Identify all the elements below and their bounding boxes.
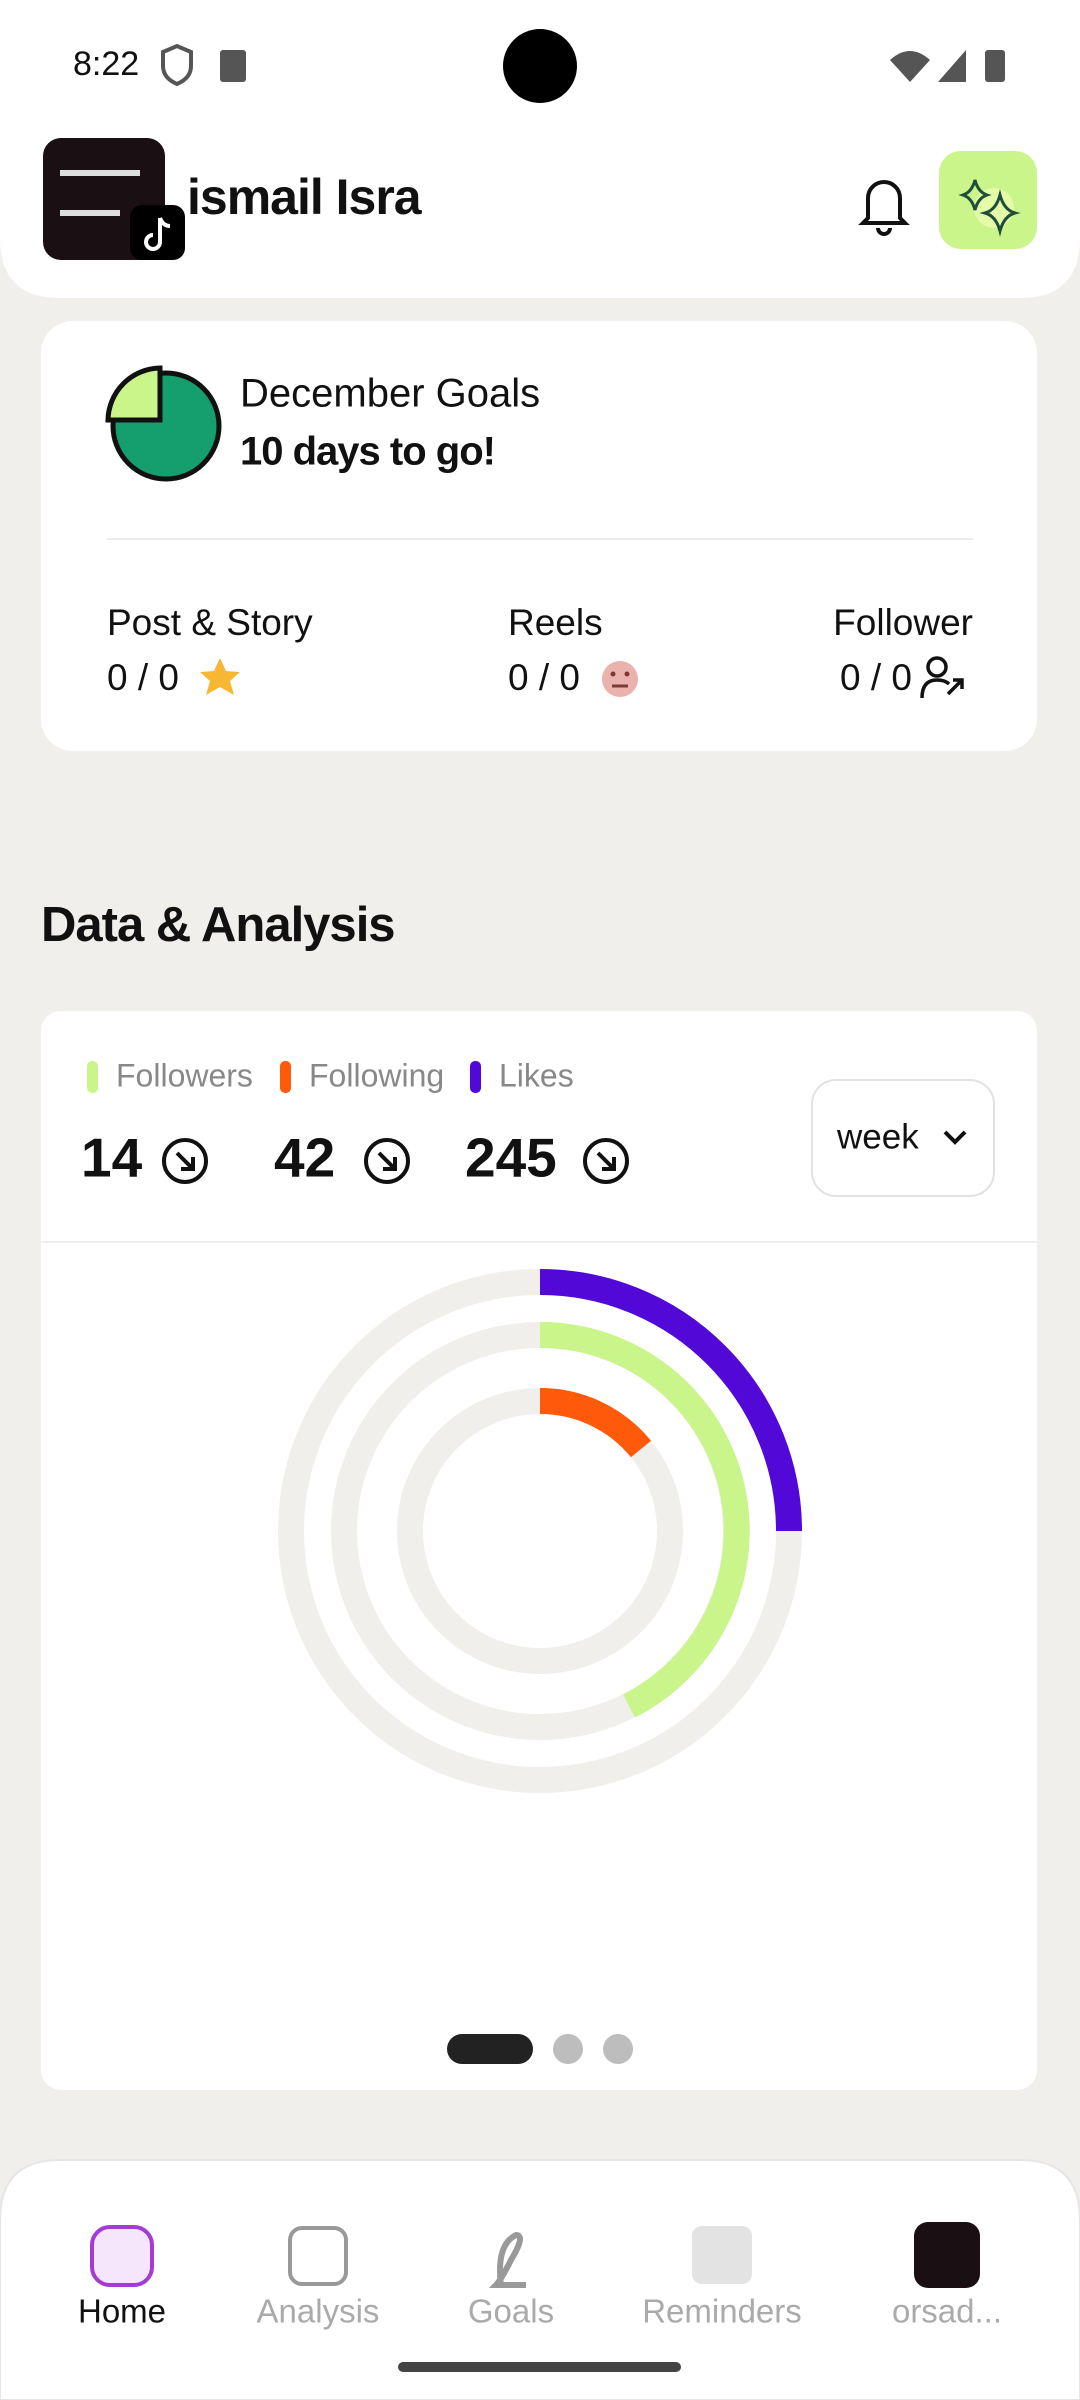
stat-value: 0 / 0 [508,657,580,698]
nav-label: Analysis [257,2293,380,2330]
sparkle-icon [958,179,1021,237]
avatar-line [60,210,120,216]
pager-dot[interactable] [553,2034,583,2064]
period-dropdown[interactable]: week [811,1079,995,1197]
analysis-card [41,1011,1037,2090]
stat-label: Reels [508,602,603,643]
home-indicator [398,2362,681,2372]
bell-icon [858,180,910,236]
nav-label: Reminders [642,2293,802,2330]
legend: Followers Following Likes [87,1057,574,1093]
tiktok-badge [130,205,185,260]
camera-cutout [503,29,577,103]
count-item[interactable]: 42 [274,1127,410,1189]
signal-icon [938,50,966,82]
emoji-face [602,661,638,697]
nav-items: Home Analysis Goals Reminders orsad... [78,2222,1002,2330]
icon-body [920,678,964,699]
ring-chart [278,1269,802,1793]
nav-item[interactable]: Goals [468,2231,554,2330]
followers-arc [539,1321,750,1718]
username: ismail Isra [187,169,423,225]
nav-label: Goals [468,2293,554,2330]
following-arc [539,1387,652,1458]
nav-item[interactable]: Reminders [642,2226,802,2330]
nav-label: Home [78,2293,166,2330]
arrow [596,1151,616,1171]
legend-label: Followers [116,1057,253,1093]
goals-card [41,321,1037,751]
icon-head [926,656,948,678]
dropdown-label: week [836,1117,919,1156]
count-item[interactable]: 14 [81,1127,208,1189]
count-value: 14 [81,1127,143,1189]
stat-value: 0 / 0 [840,657,912,698]
bell-button[interactable] [858,180,910,236]
nav-icon [288,2226,348,2286]
nav-icon [692,2226,752,2284]
emoji-eye [624,671,630,677]
nav-icon [90,2225,154,2287]
legend-label: Following [309,1057,444,1093]
arrow-circle [162,1138,208,1184]
count-value: 42 [274,1127,335,1189]
legend-swatch [470,1061,481,1093]
nav-item[interactable]: Home [78,2225,166,2330]
legend-swatch [87,1061,98,1093]
chevron [943,1130,967,1145]
counts: 14 42 245 [81,1127,629,1189]
follower-icon [920,656,964,699]
nav-item[interactable]: Analysis [257,2226,380,2330]
stat-label: Follower [833,602,973,643]
arrow-circle [364,1138,410,1184]
pager-active[interactable] [447,2034,533,2064]
star-emoji [200,658,240,695]
avatar-line [60,170,140,176]
nav-icon [914,2222,980,2288]
goals-pie-slice [105,365,163,423]
dropdown-box [811,1079,995,1197]
neutral-emoji [602,661,638,697]
goals-countdown: 10 days to go! [240,430,495,474]
pager-dot[interactable] [603,2034,633,2064]
ai-button[interactable] [939,151,1037,249]
wifi-icon [890,51,930,82]
emoji-eye [610,671,616,677]
stat-label: Post & Story [107,602,313,643]
arrow-circle [583,1138,629,1184]
stat-value: 0 / 0 [107,657,179,698]
tiktok-logo [144,217,171,251]
header-bg [0,0,1080,298]
legend-swatch [280,1061,291,1093]
likes-arc [539,1269,802,1532]
count-value: 245 [465,1127,557,1189]
status-time: 8:22 [73,45,139,83]
sim-icon [220,50,246,82]
arrow [175,1151,195,1171]
legend-label: Likes [499,1057,574,1093]
section-title: Data & Analysis [41,898,395,952]
arrow [377,1151,397,1171]
goals-title: December Goals [240,372,540,416]
nav-label: orsad... [892,2293,1002,2330]
nav-icon [488,2231,526,2288]
count-item[interactable]: 245 [465,1127,629,1189]
battery-icon [985,50,1005,82]
nav-item[interactable]: orsad... [892,2222,1002,2330]
shield-icon [161,43,193,87]
